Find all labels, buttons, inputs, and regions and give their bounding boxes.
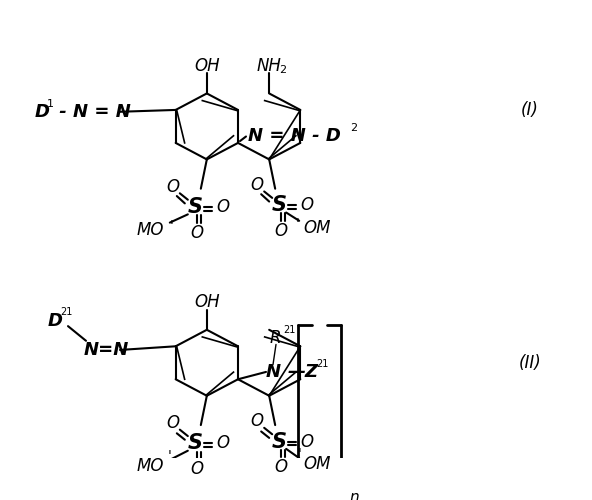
Text: S: S <box>272 432 287 452</box>
Text: O: O <box>301 432 314 450</box>
Text: O: O <box>166 414 179 432</box>
Text: O: O <box>301 196 314 214</box>
Text: 1: 1 <box>47 100 54 110</box>
Text: 21: 21 <box>60 308 72 318</box>
Text: S: S <box>187 434 202 454</box>
Text: OM: OM <box>304 456 331 473</box>
Text: N: N <box>266 363 281 381</box>
Text: O: O <box>190 460 204 478</box>
Text: NH: NH <box>257 57 282 75</box>
Text: 21: 21 <box>283 325 295 335</box>
Text: N=N: N=N <box>84 341 130 359</box>
Text: ': ' <box>295 218 299 232</box>
Text: n: n <box>349 490 359 500</box>
Text: O: O <box>166 178 179 196</box>
Text: D: D <box>48 312 63 330</box>
Text: MO: MO <box>136 458 163 475</box>
Text: OH: OH <box>194 57 220 75</box>
Text: D: D <box>35 103 50 121</box>
Text: OM: OM <box>304 219 331 237</box>
Text: (I): (I) <box>521 101 539 119</box>
Text: - N = N: - N = N <box>53 103 131 121</box>
Text: O: O <box>190 224 204 242</box>
Text: O: O <box>275 222 288 240</box>
Text: —Z: —Z <box>288 363 319 381</box>
Text: O: O <box>250 412 264 430</box>
Text: S: S <box>187 197 202 217</box>
Text: ': ' <box>170 220 174 234</box>
Text: R: R <box>270 329 282 347</box>
Text: O: O <box>250 176 264 194</box>
Text: (II): (II) <box>519 354 541 372</box>
Text: 2: 2 <box>350 124 357 134</box>
Text: ': ' <box>297 448 301 462</box>
Text: ': ' <box>168 449 172 463</box>
Text: N = N - D: N = N - D <box>248 128 341 146</box>
Text: 2: 2 <box>279 64 287 74</box>
Text: OH: OH <box>194 294 220 312</box>
Text: MO: MO <box>136 221 163 239</box>
Text: O: O <box>216 434 229 452</box>
Text: 21: 21 <box>316 358 329 368</box>
Text: S: S <box>272 195 287 215</box>
Text: O: O <box>216 198 229 216</box>
Text: O: O <box>275 458 288 476</box>
